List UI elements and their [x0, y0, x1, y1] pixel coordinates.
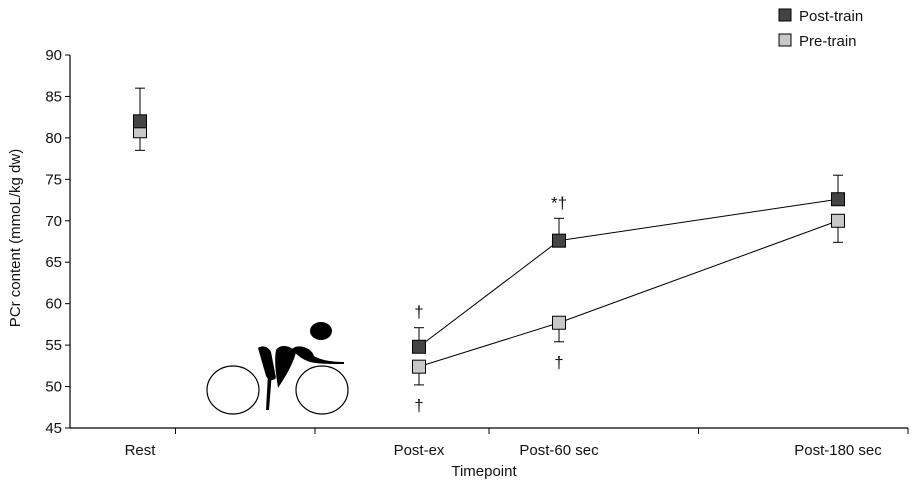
x-axis-label: Timepoint: [451, 463, 517, 480]
point-pre-train-post-180-sec: [831, 213, 845, 228]
point-post-train-post-60-sec: [552, 233, 566, 248]
series-lines: [418, 198, 839, 368]
y-tick-label-90: 90: [45, 47, 62, 64]
y-tick-label-80: 80: [45, 130, 62, 147]
data-points: [133, 114, 845, 374]
x-ticks: Rest Post-ex Post-60 sec Post-180 sec: [125, 428, 909, 459]
legend-label-post-train: Post-train: [799, 8, 863, 25]
line-post-train-3-4: [558, 198, 839, 242]
y-tick-label-70: 70: [45, 213, 62, 230]
legend-item-post-train: Post-train: [778, 8, 863, 25]
annotation-pre-train-post-ex: †: [414, 396, 423, 415]
error-bars: [135, 87, 843, 386]
line-pre-train-3-4: [558, 220, 839, 324]
point-post-train-post-ex: [412, 339, 426, 354]
line-post-train-2-3: [418, 240, 560, 348]
y-tick-label-60: 60: [45, 296, 62, 313]
y-tick-label-50: 50: [45, 379, 62, 396]
y-tick-label-45: 45: [45, 420, 62, 437]
y-tick-label-75: 75: [45, 171, 62, 188]
legend-swatch-post-train: [778, 8, 792, 22]
legend-label-pre-train: Pre-train: [799, 33, 857, 50]
legend: Post-train Pre-train: [778, 8, 863, 50]
legend-swatch-pre-train: [778, 33, 792, 47]
point-pre-train-post-60-sec: [552, 315, 566, 330]
point-pre-train-post-ex: [412, 359, 426, 374]
y-tick-label-85: 85: [45, 88, 62, 105]
annotation-pre-train-post-60-sec: †: [554, 353, 563, 372]
y-axis-label: PCr content (mmoL/kg dw): [7, 149, 24, 327]
significance-annotations: † † *† †: [414, 193, 567, 415]
y-ticks: 45 50 55 60 65 70 75 80 85 90: [45, 47, 70, 437]
point-post-train-post-180-sec: [831, 192, 845, 207]
x-tick-label-post-180-sec: Post-180 sec: [794, 442, 882, 459]
point-post-train-rest: [133, 114, 147, 129]
y-tick-label-65: 65: [45, 254, 62, 271]
cyclist-icon: [206, 322, 349, 415]
annotation-post-train-post-ex: †: [414, 303, 423, 322]
x-tick-label-rest: Rest: [125, 442, 157, 459]
y-tick-label-55: 55: [45, 337, 62, 354]
line-pre-train-2-3: [418, 322, 560, 368]
x-tick-label-post-ex: Post-ex: [394, 442, 445, 459]
legend-item-pre-train: Pre-train: [778, 33, 857, 50]
annotation-post-train-post-60-sec: *†: [551, 193, 567, 212]
x-tick-label-post-60-sec: Post-60 sec: [519, 442, 599, 459]
